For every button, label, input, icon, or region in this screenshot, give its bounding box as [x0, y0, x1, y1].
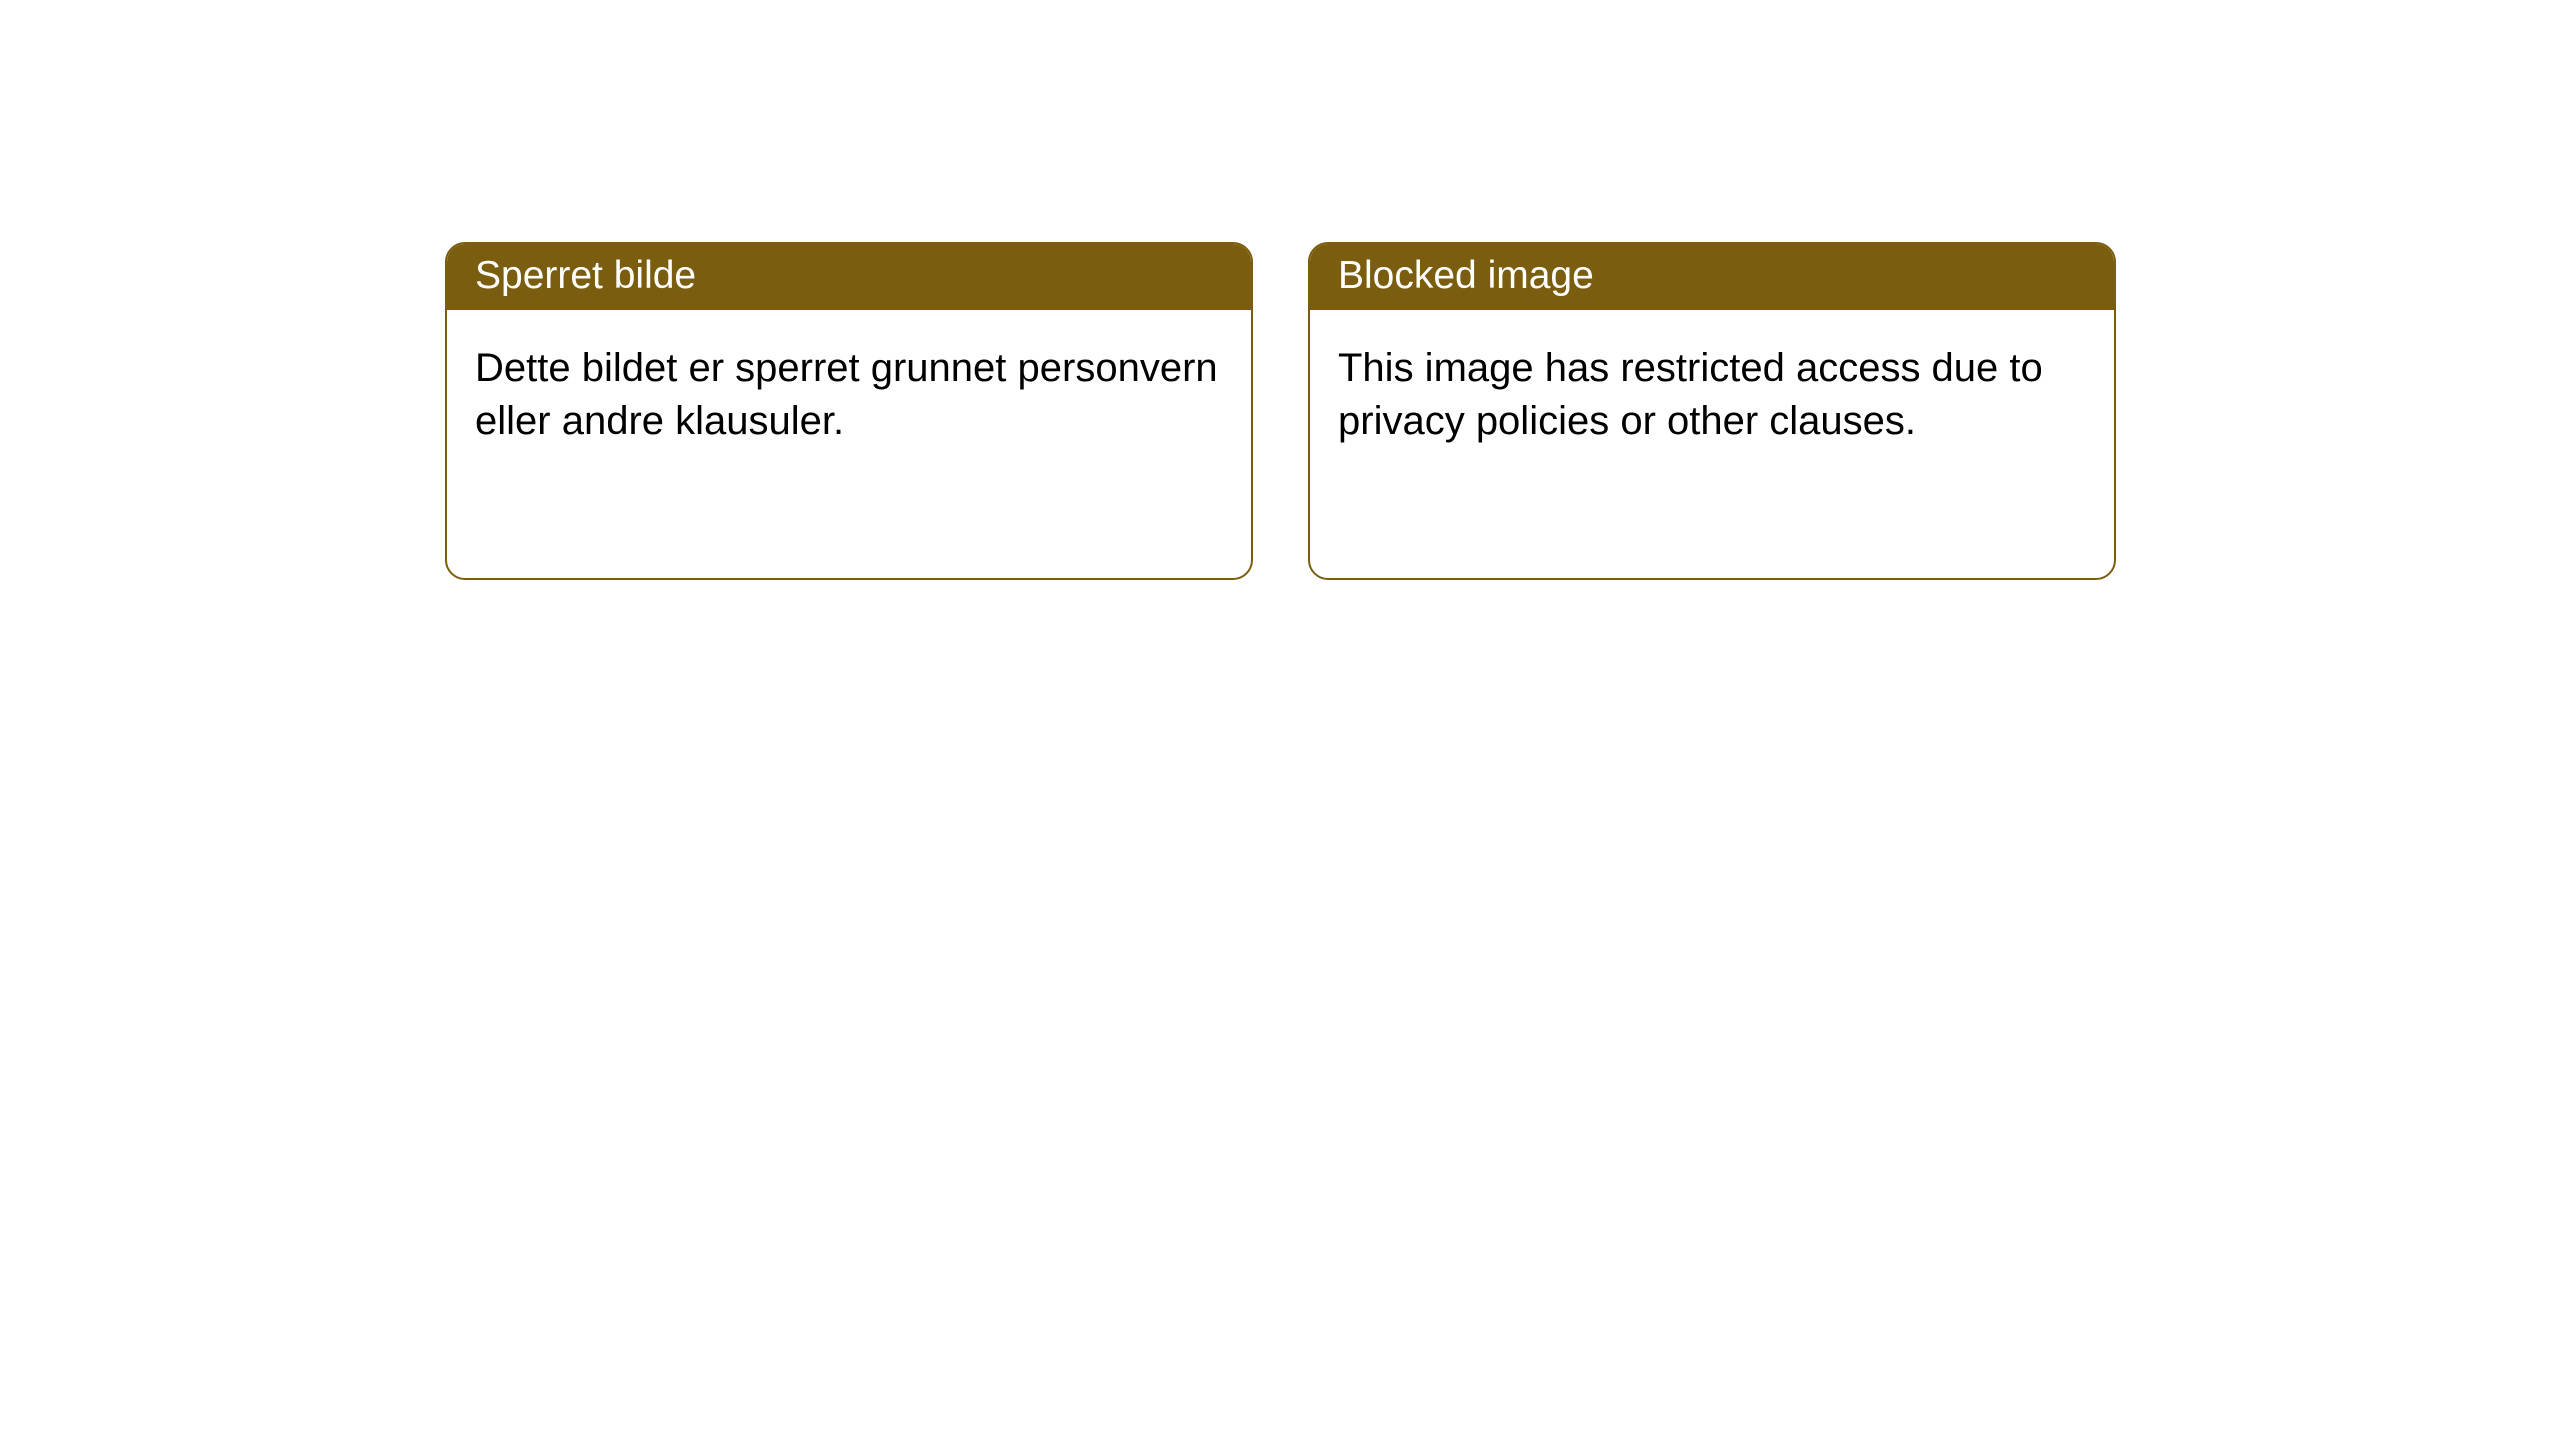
notice-body: Dette bildet er sperret grunnet personve…	[447, 310, 1251, 480]
notice-body: This image has restricted access due to …	[1310, 310, 2114, 480]
notice-header: Sperret bilde	[447, 244, 1251, 310]
notice-header: Blocked image	[1310, 244, 2114, 310]
notice-card-english: Blocked image This image has restricted …	[1308, 242, 2116, 580]
notice-card-norwegian: Sperret bilde Dette bildet er sperret gr…	[445, 242, 1253, 580]
notice-container: Sperret bilde Dette bildet er sperret gr…	[445, 242, 2116, 580]
